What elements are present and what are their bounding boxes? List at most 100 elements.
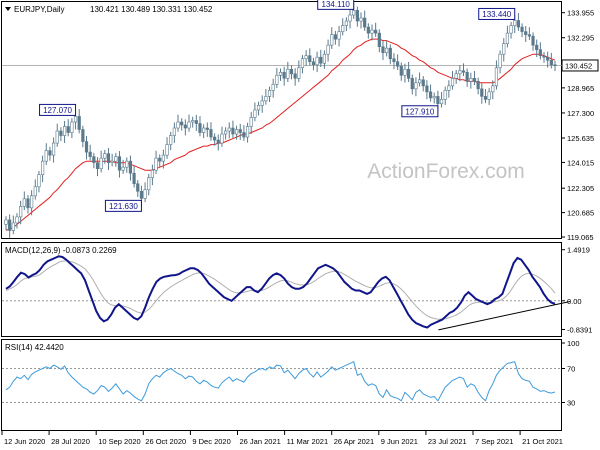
candle-body xyxy=(480,88,484,97)
candle-body xyxy=(205,127,209,130)
candle-body xyxy=(278,71,283,76)
macd-line xyxy=(5,255,556,329)
candle-body xyxy=(191,120,195,123)
current-price-box: 130.452 xyxy=(561,59,599,72)
candle-body xyxy=(169,135,173,145)
candle-body xyxy=(267,90,272,97)
candle-body xyxy=(469,78,473,82)
candle-body xyxy=(454,73,458,79)
candle-body xyxy=(245,126,250,138)
candle-body xyxy=(275,74,279,85)
annotation-label: 134.110 xyxy=(322,0,351,9)
candle-body xyxy=(176,121,180,129)
candle-body xyxy=(355,10,359,22)
candle-body xyxy=(136,183,140,192)
candle-body xyxy=(406,68,411,79)
candle-body xyxy=(62,126,67,136)
candle-body xyxy=(498,53,502,69)
candle-body xyxy=(117,156,122,171)
candle-body xyxy=(30,195,34,209)
candle-body xyxy=(344,20,348,26)
candle-body xyxy=(465,71,469,82)
macd-signal-line xyxy=(5,260,556,320)
dropdown-triangle-icon[interactable] xyxy=(5,7,11,11)
candle-body xyxy=(256,105,261,111)
date-tick-label: 23 Jul 2021 xyxy=(428,437,467,446)
candle-body xyxy=(491,85,495,93)
candle-body xyxy=(26,198,30,209)
price-tick-label: 127.300 xyxy=(567,109,594,118)
candle-body xyxy=(19,206,23,218)
candle-body xyxy=(260,100,264,106)
candle-body xyxy=(234,129,239,135)
candle-body xyxy=(161,154,165,162)
candle-body xyxy=(40,160,45,176)
candle-body xyxy=(377,32,381,47)
candle-body xyxy=(132,172,136,185)
symbol-label: EURJPY,Daily xyxy=(14,5,65,14)
candle-body xyxy=(396,61,400,67)
candle-body xyxy=(253,109,257,118)
candle-body xyxy=(154,157,158,171)
macd-tick-label: 1.4919 xyxy=(567,246,590,255)
candle-body xyxy=(549,59,553,66)
candle-body xyxy=(472,78,477,82)
candle-body xyxy=(385,47,389,53)
current-price-box xyxy=(561,59,599,72)
candle-body xyxy=(443,90,447,100)
annotation-label: 127.070 xyxy=(43,106,72,115)
date-tick-label: 26 Jan 2021 xyxy=(240,437,281,446)
date-tick-label: 28 Jul 2020 xyxy=(51,437,90,446)
candle-body xyxy=(4,219,8,225)
candle-body xyxy=(289,68,294,75)
candle-body xyxy=(128,160,133,174)
candle-body xyxy=(319,56,323,64)
candle-body xyxy=(158,157,162,162)
candle-body xyxy=(209,129,213,138)
candle-body xyxy=(392,58,396,63)
candle-body xyxy=(59,130,63,136)
candle-body xyxy=(315,56,319,66)
candle-body xyxy=(403,68,407,76)
candle-body xyxy=(425,85,429,93)
candle-body xyxy=(103,153,107,159)
candle-body xyxy=(77,116,81,130)
rsi-title: RSI(14) 42.4420 xyxy=(5,343,64,352)
candle-body xyxy=(428,91,433,99)
candle-body xyxy=(125,160,129,168)
candle-body xyxy=(458,70,462,75)
candle-body xyxy=(139,190,144,199)
price-tick-label: 133.955 xyxy=(567,9,594,18)
candle-body xyxy=(370,29,374,34)
candle-body xyxy=(114,156,118,162)
candle-body xyxy=(198,123,202,133)
candle-body xyxy=(487,91,491,100)
candle-body xyxy=(231,127,235,135)
macd-layer xyxy=(2,255,571,331)
candle-body xyxy=(187,121,191,129)
annotation-label: 127.910 xyxy=(405,107,434,116)
date-tick-label: 9 Dec 2020 xyxy=(192,437,230,446)
candle-body xyxy=(70,121,74,133)
candle-body xyxy=(450,78,455,87)
candle-body xyxy=(341,25,345,32)
candle-body xyxy=(88,151,92,157)
candle-body xyxy=(476,81,480,90)
candle-body xyxy=(363,17,367,28)
date-tick-label: 9 Jun 2021 xyxy=(381,437,418,446)
candle-body xyxy=(527,34,531,37)
candle-body xyxy=(48,150,52,156)
candle-body xyxy=(297,67,301,79)
candle-body xyxy=(227,127,231,132)
macd-tick-label: -0.8391 xyxy=(567,325,592,334)
candle-body xyxy=(92,156,96,163)
candle-body xyxy=(505,32,510,44)
candle-body xyxy=(121,166,125,171)
rsi-layer xyxy=(2,360,562,403)
candle-body xyxy=(381,46,385,53)
ohlc-values: 130.421 130.489 130.331 130.452 xyxy=(90,5,213,14)
candle-body xyxy=(99,157,103,169)
candle-body xyxy=(73,116,78,123)
candle-body xyxy=(308,55,312,63)
